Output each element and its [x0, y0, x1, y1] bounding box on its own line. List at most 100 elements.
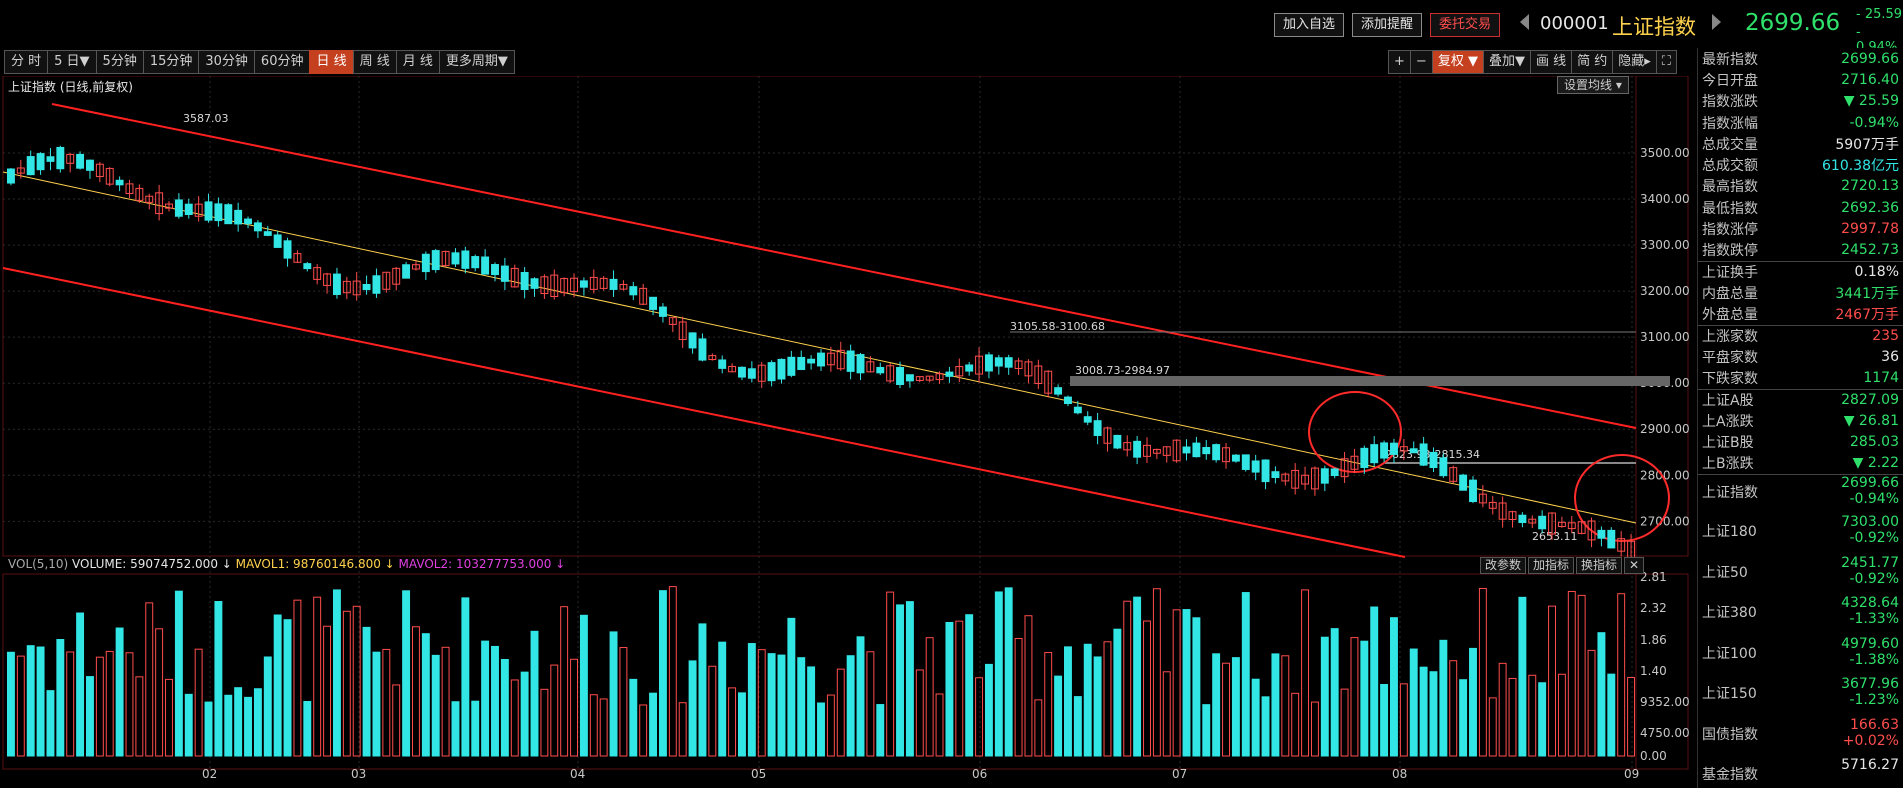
candle-body	[1508, 511, 1517, 520]
period-tab-5[interactable]: 60分钟	[253, 50, 311, 74]
add-watchlist-button[interactable]: 加入自选	[1274, 13, 1345, 37]
turnover-value: 2467万手	[1835, 307, 1899, 324]
volume-bar	[253, 688, 262, 757]
period-tab-6[interactable]: 日 线	[309, 50, 354, 74]
volume-bar	[994, 591, 1003, 757]
candle-body	[1231, 454, 1240, 462]
index-row[interactable]: 国债指数 166.63 +0.02%	[1698, 717, 1903, 758]
quote-value: 5907万手	[1835, 136, 1899, 153]
index-row[interactable]: 上证指数 2699.66 -0.94%	[1698, 473, 1903, 515]
add-alert-button[interactable]: 添加提醒	[1352, 13, 1423, 37]
turnover-value: 0.18%	[1854, 264, 1899, 281]
volume-bar	[451, 701, 460, 757]
chart-tool-7[interactable]: ⛶	[1655, 50, 1677, 74]
next-stock-icon[interactable]	[1712, 14, 1721, 30]
candle-body	[945, 371, 954, 377]
chart-tool-4[interactable]: 画 线	[1529, 50, 1573, 74]
candle-body	[46, 156, 55, 162]
candle-body	[896, 366, 904, 385]
candle-body	[728, 365, 737, 373]
volume-bar	[441, 646, 450, 757]
index-row[interactable]: 上证100 4979.60 -1.38%	[1698, 636, 1903, 677]
candle-body	[1518, 514, 1527, 524]
quote-value: 2716.40	[1841, 71, 1899, 88]
volume-tool-0[interactable]: 改参数	[1480, 557, 1527, 574]
candle-body	[323, 273, 332, 286]
price-tick-label: 3100.00	[1640, 330, 1690, 344]
period-tab-7[interactable]: 周 线	[352, 50, 397, 74]
index-row[interactable]: 基金指数 5716.27	[1698, 757, 1903, 783]
chart-tool-6[interactable]: 隐藏▸	[1612, 50, 1657, 74]
index-row[interactable]: 上证50 2451.77 -0.92%	[1698, 555, 1903, 596]
period-tab-4[interactable]: 30分钟	[198, 50, 255, 74]
volume-bar	[1251, 678, 1260, 757]
volume-tool-2[interactable]: 换指标	[1576, 557, 1623, 574]
breadth-label: 下跌家数	[1702, 371, 1758, 388]
candle-body	[649, 296, 658, 310]
candle-body	[1172, 439, 1181, 462]
index-row[interactable]: 上证180 7303.00 -0.92%	[1698, 514, 1903, 555]
volume-bar	[323, 625, 332, 757]
candle-body	[342, 280, 351, 294]
kline-chart[interactable]: 3500.003400.003300.003200.003100.003000.…	[0, 76, 1690, 788]
volume-bar	[1231, 657, 1240, 757]
breadth-label: 平盘家数	[1702, 349, 1758, 366]
price-tick-label: 2900.00	[1640, 422, 1690, 436]
chart-tool-0[interactable]: +	[1388, 50, 1411, 74]
candle-body	[1152, 448, 1161, 454]
ab-value: 285.03	[1850, 433, 1899, 450]
candle-body	[1567, 522, 1576, 530]
candle-body	[1310, 467, 1319, 490]
index-name: 上证50	[1702, 564, 1748, 581]
volume-bar	[639, 704, 648, 757]
volume-bar	[1409, 648, 1418, 757]
candle-body	[402, 264, 411, 279]
candle-body	[856, 354, 865, 374]
candle-body	[1488, 501, 1497, 509]
volume-bar	[1261, 696, 1270, 757]
chart-tool-5[interactable]: 简 约	[1571, 50, 1614, 74]
chart-tool-1[interactable]: −	[1409, 50, 1433, 74]
volume-bar	[1064, 646, 1072, 757]
quote-row: 指数涨停 2997.78	[1698, 218, 1903, 239]
quote-row: 总成交量 5907万手	[1698, 133, 1903, 154]
highlight-circle-2	[1574, 454, 1670, 542]
chart-tool-2[interactable]: 复权 ▼	[1431, 50, 1484, 74]
quote-label: 总成交量	[1702, 136, 1758, 153]
volume-bar	[125, 652, 134, 757]
prev-stock-icon[interactable]	[1520, 14, 1529, 30]
candle-body	[481, 256, 490, 275]
volume-bar	[1587, 649, 1596, 757]
candle-body	[846, 350, 855, 372]
date-tick-label: 09	[1624, 767, 1639, 781]
candle-body	[115, 179, 124, 186]
candle-body	[234, 209, 243, 225]
period-tab-9[interactable]: 更多周期▼	[438, 50, 515, 74]
turnover-label: 内盘总量	[1702, 285, 1758, 302]
volume-tool-3[interactable]: ✕	[1624, 557, 1645, 574]
volume-bar	[421, 633, 430, 757]
candle-body	[570, 277, 578, 293]
candle-body	[1390, 442, 1398, 455]
volume-bar	[283, 619, 292, 757]
period-tab-0[interactable]: 分 时	[4, 50, 49, 74]
index-value: 2451.77	[1841, 554, 1899, 571]
index-row[interactable]: 上证380 4328.64 -1.33%	[1698, 595, 1903, 636]
index-value: 4979.60	[1841, 635, 1899, 652]
breadth-value: 1174	[1863, 370, 1899, 387]
period-tab-1[interactable]: 5 日▼	[47, 50, 97, 74]
period-tab-3[interactable]: 15分钟	[142, 50, 200, 74]
candle-body	[807, 358, 816, 364]
volume-bar	[866, 651, 875, 757]
trade-button[interactable]: 委托交易	[1430, 13, 1501, 37]
period-tab-8[interactable]: 月 线	[395, 50, 440, 74]
index-row[interactable]: 上证150 3677.96 -1.23%	[1698, 676, 1903, 717]
chart-tool-3[interactable]: 叠加▼	[1482, 50, 1531, 74]
volume-tool-1[interactable]: 加指标	[1528, 557, 1575, 574]
candle-body	[352, 280, 361, 296]
candle-body	[797, 356, 806, 370]
period-tab-2[interactable]: 5分钟	[95, 50, 144, 74]
volume-bar	[392, 684, 401, 757]
volume-bar	[1103, 641, 1112, 757]
ma-settings-button[interactable]: 设置均线 ▾	[1557, 76, 1629, 94]
